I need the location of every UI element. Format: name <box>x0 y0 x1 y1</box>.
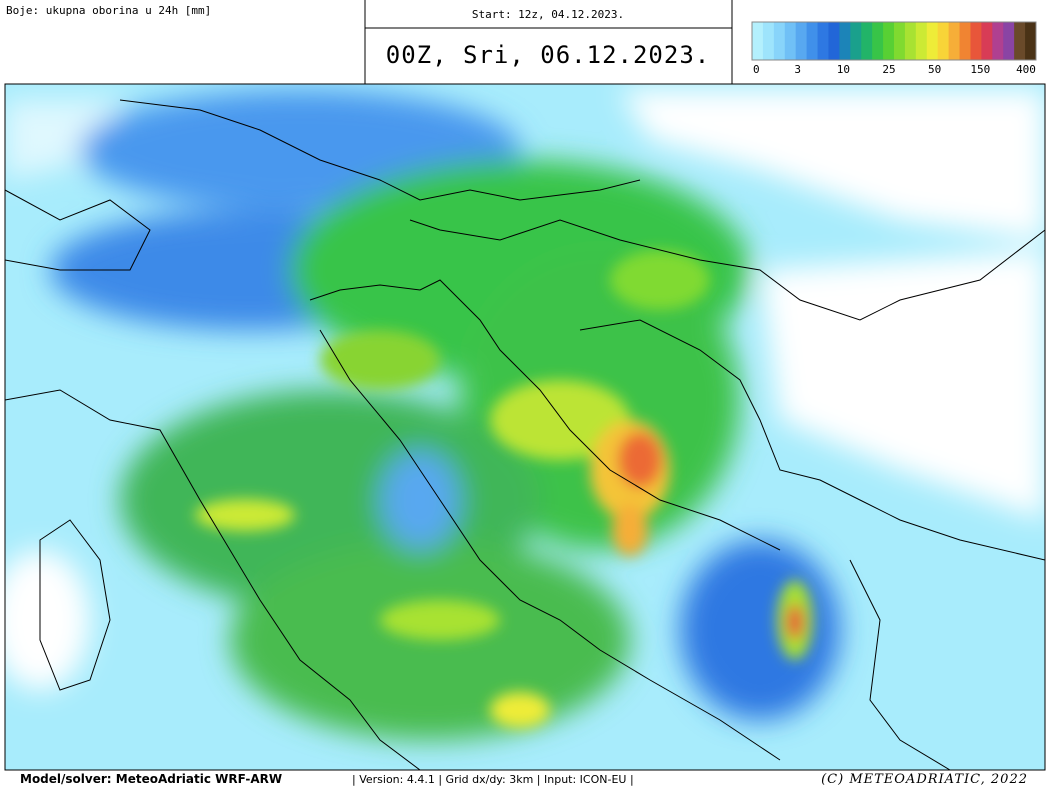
precip-field <box>5 90 1045 740</box>
map-frame <box>4 83 1046 771</box>
valid-time: 00Z, Sri, 06.12.2023. <box>386 41 710 69</box>
color-swatch <box>872 22 884 60</box>
color-swatch <box>1014 22 1026 60</box>
info-text: | Version: 4.4.1 | Grid dx/dy: 3km | Inp… <box>352 773 634 786</box>
color-swatch <box>959 22 971 60</box>
model-text: Model/solver: MeteoAdriatic WRF-ARW <box>20 772 282 786</box>
coastlines <box>5 99 1045 770</box>
start-time: Start: 12z, 04.12.2023. <box>472 8 624 21</box>
colorbar-label: 150 <box>970 63 990 76</box>
color-swatch <box>762 22 775 60</box>
color-swatch <box>806 22 819 60</box>
color-swatch <box>970 22 982 60</box>
colorbar-label: 25 <box>882 63 895 76</box>
color-swatch <box>839 22 851 60</box>
colorbar-label: 50 <box>928 63 941 76</box>
copyright: (C) METEOADRIATIC, 2022 <box>821 772 1028 787</box>
color-swatch <box>850 22 862 60</box>
color-swatch <box>784 22 797 60</box>
color-swatch <box>894 22 906 60</box>
color-swatch <box>992 22 1004 60</box>
color-swatch <box>926 22 939 60</box>
color-swatch <box>1003 22 1015 60</box>
color-swatch <box>915 22 928 60</box>
colorbar-label: 0 <box>753 63 760 76</box>
colorbar-label: 10 <box>837 63 850 76</box>
colorbar-label: 400 <box>1016 63 1036 76</box>
color-swatch <box>828 22 840 60</box>
colorbar-frame <box>751 21 1037 61</box>
title: Boje: ukupna oborina u 24h [mm] <box>6 4 211 17</box>
color-swatch <box>937 22 950 60</box>
map <box>5 84 1045 770</box>
colorbar: 0 3 10 25 50 150 400 <box>751 21 1037 76</box>
color-swatch <box>795 22 808 60</box>
color-swatch <box>1025 22 1037 60</box>
colorbar-label: 3 <box>794 63 801 76</box>
footer: Model/solver: MeteoAdriatic WRF-ARW | Ve… <box>20 772 1028 787</box>
color-swatch <box>904 22 917 60</box>
color-swatch <box>817 22 829 60</box>
precip-cores <box>195 250 813 728</box>
header: Boje: ukupna oborina u 24h [mm] Start: 1… <box>6 0 1037 84</box>
color-swatch <box>861 22 873 60</box>
color-swatch <box>752 22 764 60</box>
color-swatch <box>981 22 993 60</box>
color-swatch <box>948 22 961 60</box>
color-swatch <box>773 22 786 60</box>
color-swatch <box>883 22 895 60</box>
